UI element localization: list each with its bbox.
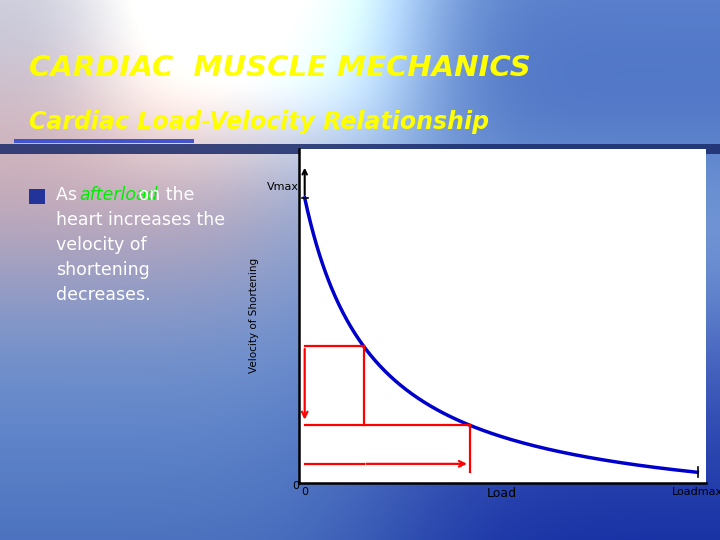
X-axis label: Load: Load [487,488,517,501]
Text: 0: 0 [301,488,308,497]
Text: velocity of: velocity of [56,236,147,254]
Text: Velocity of Shortening: Velocity of Shortening [249,258,259,374]
Text: 0: 0 [292,481,299,490]
Text: afterload: afterload [79,186,158,205]
Text: on the: on the [133,186,194,205]
Text: shortening: shortening [56,261,150,279]
Bar [0,144,720,154]
Text: CARDIAC  MUSCLE MECHANICS: CARDIAC MUSCLE MECHANICS [29,53,531,82]
Text: As: As [56,186,83,205]
Bar [29,189,45,204]
Text: Cardiac Load-Velocity Relationship: Cardiac Load-Velocity Relationship [29,110,489,133]
Bar [14,139,194,143]
Text: decreases.: decreases. [56,286,150,304]
Text: Vmax: Vmax [267,183,299,192]
Text: Loadmax: Loadmax [672,488,720,497]
Text: heart increases the: heart increases the [56,211,225,230]
